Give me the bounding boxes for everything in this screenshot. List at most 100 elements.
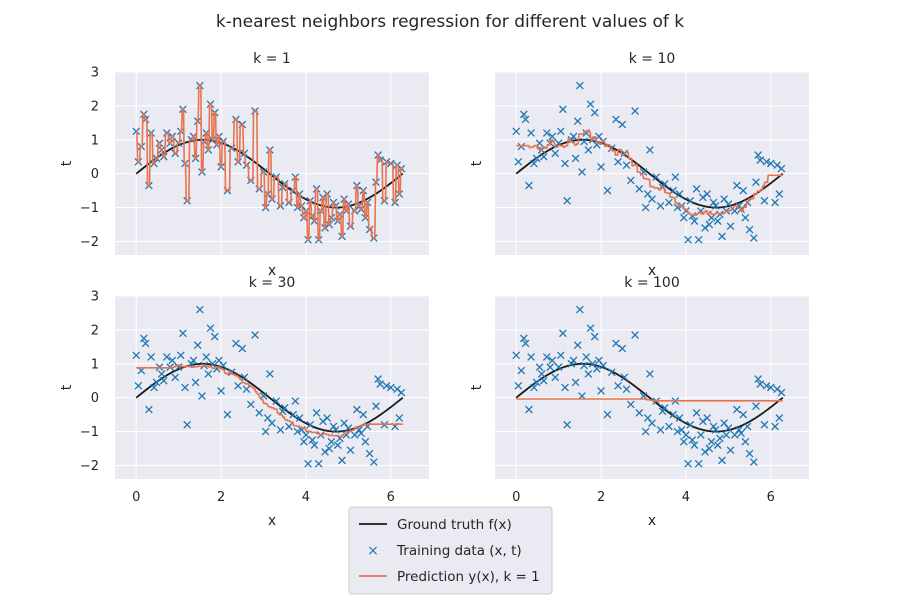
training-point — [692, 185, 701, 193]
training-point — [703, 190, 712, 198]
y-tick-label: −2 — [80, 459, 99, 474]
y-tick-label: 3 — [91, 290, 99, 305]
training-point — [762, 157, 771, 166]
training-point — [204, 370, 213, 378]
training-point — [775, 190, 784, 198]
legend-prediction-label: Prediction y(x), k = 1 — [397, 569, 540, 585]
panel-background — [115, 296, 429, 479]
training-point — [590, 332, 599, 341]
training-point — [754, 151, 762, 159]
training-point — [733, 181, 741, 190]
training-point — [743, 422, 752, 431]
training-point — [548, 132, 557, 141]
training-point — [586, 324, 595, 333]
training-point — [512, 351, 521, 360]
legend-box — [348, 506, 553, 595]
legend: Ground truth f(x) × Training data (x, t)… — [348, 506, 553, 595]
training-point — [777, 164, 786, 173]
x-tick-label: 4 — [302, 490, 310, 505]
training-point — [145, 405, 153, 414]
y-tick-label: −1 — [80, 425, 99, 440]
training-point — [705, 220, 714, 229]
training-point — [646, 370, 654, 378]
training-point — [527, 129, 535, 137]
training-point — [669, 410, 678, 419]
training-point — [679, 213, 688, 222]
panel-title: k = 10 — [629, 51, 676, 67]
training-point — [242, 385, 251, 394]
plot-area — [512, 81, 786, 244]
x-tick-label: 0 — [512, 490, 520, 505]
training-point — [762, 381, 771, 390]
training-point — [268, 419, 276, 427]
training-point — [597, 163, 605, 171]
training-point — [556, 351, 565, 360]
training-point — [346, 446, 355, 455]
training-point — [569, 132, 578, 141]
training-point — [551, 149, 560, 158]
training-point — [711, 202, 720, 210]
training-point — [612, 115, 620, 124]
training-point — [525, 405, 533, 414]
training-point — [134, 381, 143, 390]
training-point — [312, 409, 321, 417]
training-point — [580, 361, 588, 370]
training-point — [709, 198, 718, 207]
training-point — [196, 305, 204, 314]
training-point — [308, 436, 317, 444]
training-point — [752, 402, 760, 410]
training-point — [745, 225, 754, 234]
training-point — [724, 200, 733, 209]
training-point — [656, 426, 665, 434]
panel-title: k = 1 — [253, 51, 291, 67]
training-point — [713, 441, 722, 449]
training-point — [299, 437, 308, 446]
training-point — [771, 422, 779, 431]
x-axis-label: x — [268, 263, 276, 279]
training-point — [325, 444, 334, 453]
training-point — [285, 422, 293, 431]
training-point — [586, 100, 595, 109]
training-point — [261, 427, 270, 436]
training-point — [771, 198, 779, 207]
training-point — [238, 344, 247, 353]
training-point — [157, 370, 166, 378]
training-point — [397, 388, 406, 397]
y-tick-label: 3 — [91, 66, 99, 81]
training-point — [735, 426, 743, 434]
training-point — [519, 110, 528, 119]
training-point — [576, 305, 584, 314]
plot-area — [512, 305, 786, 468]
training-point — [359, 410, 368, 419]
training-point — [584, 146, 593, 154]
training-point — [709, 422, 718, 431]
y-tick-label: 1 — [91, 133, 99, 148]
training-point — [386, 383, 395, 392]
y-axis-label: t — [469, 160, 485, 166]
training-point — [669, 186, 678, 195]
training-point — [722, 431, 731, 439]
training-point — [232, 339, 240, 348]
training-point — [342, 431, 351, 439]
training-point — [739, 186, 748, 195]
training-point — [176, 351, 185, 360]
training-point — [210, 332, 219, 341]
training-point — [179, 329, 187, 338]
training-point — [756, 156, 765, 164]
training-point — [576, 81, 584, 90]
training-point — [635, 185, 644, 193]
training-point — [573, 341, 582, 349]
training-point — [578, 168, 586, 176]
training-point — [766, 383, 775, 392]
y-tick-label: −2 — [80, 235, 99, 250]
training-point — [183, 420, 191, 429]
training-point — [517, 366, 526, 375]
training-point — [530, 383, 538, 392]
training-point — [293, 427, 302, 436]
training-point — [246, 400, 255, 409]
x-tick-label: 4 — [682, 490, 690, 505]
training-point — [514, 381, 523, 390]
training-point — [132, 351, 141, 360]
training-point — [603, 186, 612, 195]
